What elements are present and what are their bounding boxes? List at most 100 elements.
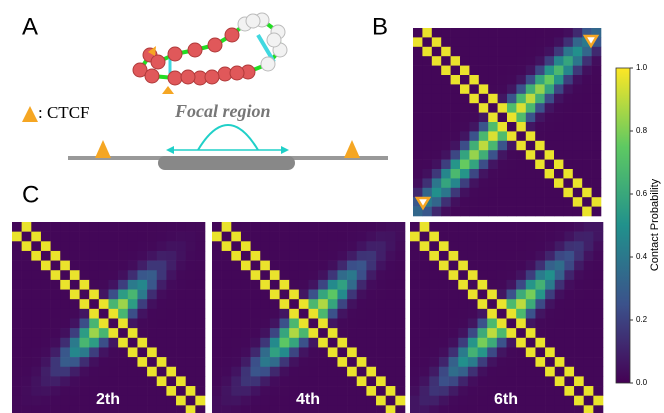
heatmap-cell: [147, 280, 157, 290]
heatmap-cell: [554, 178, 564, 188]
heatmap-cell: [157, 376, 167, 386]
heatmap-cell: [395, 367, 405, 377]
heatmap-cell: [251, 280, 261, 290]
heatmap-cell: [128, 261, 138, 271]
heatmap-cell: [289, 222, 299, 232]
bead: [181, 70, 195, 84]
heatmap-cell: [328, 386, 338, 396]
heatmap-cell: [357, 319, 367, 329]
heatmap-cell: [366, 251, 376, 261]
heatmap-cell: [545, 141, 555, 151]
heatmap-cell: [157, 280, 167, 290]
heatmap-cell: [582, 75, 592, 85]
heatmap-cell: [212, 261, 222, 271]
heatmap-cell: [51, 222, 61, 232]
heatmap-cell: [451, 113, 461, 123]
heatmap-cell: [109, 290, 119, 300]
heatmap-cell: [545, 270, 555, 280]
heatmap-cell: [166, 280, 176, 290]
heatmap-cell: [554, 169, 564, 179]
heatmap-cell: [280, 386, 290, 396]
heatmap-cell: [280, 270, 290, 280]
heatmap-cell: [429, 376, 439, 386]
heatmap-cell: [420, 367, 430, 377]
heatmap-cell: [289, 338, 299, 348]
heatmap-cell: [535, 357, 545, 367]
heatmap-cell: [526, 160, 536, 170]
heatmap-cell: [573, 169, 583, 179]
heatmap-cell: [51, 405, 61, 413]
heatmap-cell: [535, 197, 545, 207]
heatmap-cell: [118, 328, 128, 338]
heatmap-cell: [468, 396, 478, 406]
heatmap-cell: [554, 56, 564, 66]
heatmap-cell: [479, 188, 489, 198]
heatmap-cell: [318, 222, 328, 232]
heatmap-cell: [166, 396, 176, 406]
heatmap-cell: [270, 251, 280, 261]
heatmap-cell: [592, 150, 602, 160]
heatmap-cell: [337, 328, 347, 338]
heatmap-cell: [488, 178, 498, 188]
heatmap-cell: [507, 66, 517, 76]
heatmap-cell: [186, 357, 196, 367]
heatmap-cell: [487, 270, 497, 280]
heatmap-cell: [582, 150, 592, 160]
heatmap-cell: [157, 309, 167, 319]
heatmap-cell: [487, 299, 497, 309]
heatmap-cell: [554, 160, 564, 170]
heatmap-cell: [573, 122, 583, 132]
heatmap-cell: [166, 319, 176, 329]
heatmap-cell: [260, 299, 270, 309]
heatmap-cell: [458, 261, 468, 271]
heatmap-cell: [51, 338, 61, 348]
heatmap-cell: [468, 309, 478, 319]
heatmap-cell: [516, 103, 526, 113]
heatmap-cell: [376, 405, 386, 413]
heatmap-cell: [516, 309, 526, 319]
heatmap-cell: [429, 386, 439, 396]
heatmap-cell: [89, 232, 99, 242]
heatmap-cell: [498, 169, 508, 179]
heatmap-cell: [166, 270, 176, 280]
heatmap-cell: [80, 270, 90, 280]
heatmap-cell: [584, 367, 594, 377]
heatmap-cell: [410, 376, 420, 386]
heatmap-cell: [563, 160, 573, 170]
heatmap-cell: [516, 28, 526, 38]
heatmap-cell: [270, 405, 280, 413]
heatmap-cell: [564, 270, 574, 280]
heatmap-cell: [451, 47, 461, 57]
heatmap-cell: [357, 270, 367, 280]
heatmap-cell: [118, 309, 128, 319]
heatmap-cell: [451, 131, 461, 141]
heatmap-cell: [176, 376, 186, 386]
heatmap-cell: [289, 367, 299, 377]
heatmap-cell: [328, 319, 338, 329]
heatmap-cell: [422, 37, 432, 47]
heatmap-cell: [251, 367, 261, 377]
heatmap-cell: [563, 150, 573, 160]
heatmap-cell: [449, 309, 459, 319]
heatmap-cell: [51, 299, 61, 309]
heatmap-cell: [376, 270, 386, 280]
heatmap-cell: [451, 188, 461, 198]
heatmap-cell: [488, 94, 498, 104]
heatmap-cell: [497, 251, 507, 261]
heatmap-cell: [429, 251, 439, 261]
heatmap-cell: [328, 270, 338, 280]
heatmap-cell: [573, 178, 583, 188]
heatmap-cell: [176, 338, 186, 348]
heatmap-cell: [429, 319, 439, 329]
heatmap-cell: [347, 280, 357, 290]
heatmap-cell: [478, 241, 488, 251]
heatmap-cell: [337, 319, 347, 329]
heatmap-cell: [347, 309, 357, 319]
heatmap-cell: [280, 376, 290, 386]
heatmap-cell: [60, 347, 70, 357]
heatmap-cell: [118, 319, 128, 329]
heatmap-cell: [573, 75, 583, 85]
heatmap-cell: [420, 232, 430, 242]
heatmap-cell: [222, 232, 232, 242]
bead: [246, 14, 260, 28]
